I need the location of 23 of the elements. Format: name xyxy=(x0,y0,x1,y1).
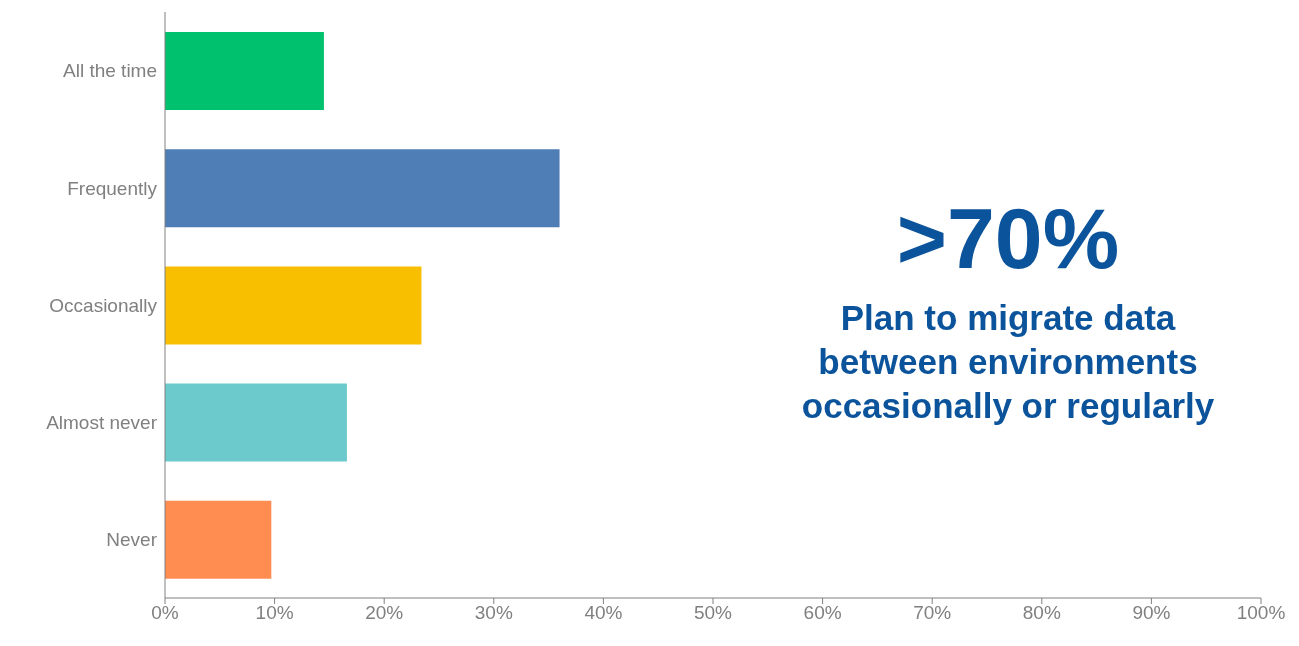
y-tick-label: Never xyxy=(106,529,158,551)
bar xyxy=(165,383,347,462)
y-tick-label: All the time xyxy=(63,60,157,82)
x-tick-label: 60% xyxy=(803,602,842,624)
bar xyxy=(165,149,560,228)
x-tick-label: 0% xyxy=(151,602,179,624)
annotation: >70% xyxy=(895,189,1121,288)
bar xyxy=(165,266,422,345)
x-tick-label: 20% xyxy=(365,602,404,624)
bar xyxy=(165,500,272,579)
y-tick-label: Frequently xyxy=(67,177,158,199)
annotation: Plan to migrate data between environments occasionally or regularly xyxy=(800,297,1216,427)
x-tick-label: 100% xyxy=(1236,602,1286,624)
x-tick-label: 90% xyxy=(1132,602,1171,624)
x-tick-label: 10% xyxy=(255,602,294,624)
y-tick-label: Almost never xyxy=(46,411,158,433)
x-tick-label: 50% xyxy=(693,602,733,624)
y-tick-label: Occasionally xyxy=(49,294,158,316)
bar xyxy=(165,32,324,110)
x-tick-label: 40% xyxy=(584,602,623,624)
x-tick-label: 80% xyxy=(1022,602,1061,624)
x-tick-label: 70% xyxy=(913,602,952,624)
x-tick-label: 30% xyxy=(474,602,513,624)
